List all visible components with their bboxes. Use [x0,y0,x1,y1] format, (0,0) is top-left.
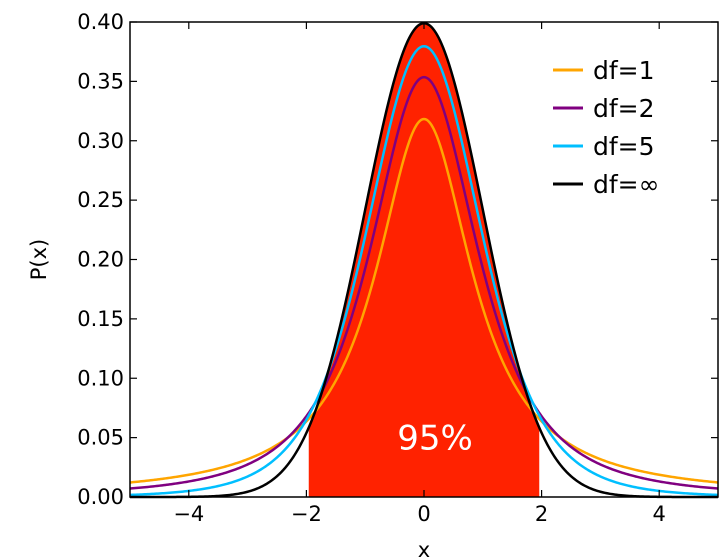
ticks-layer: −4 −2 0 2 4 0.00 0.05 0.10 0.15 0.20 0.25 0.30 0.35 0… [77,10,718,526]
series-line-df-2 [129,75,719,490]
y-tick-label: 0.00 [77,485,124,509]
y-tick-label: 0.40 [77,10,124,34]
legend-label: df=2 [593,94,655,123]
series-line-df-1 [129,117,719,484]
x-tick-label: 4 [653,502,666,526]
y-tick-label: 0.30 [77,129,124,153]
legend-label: df=∞ [593,170,659,199]
y-tick-label: 0.25 [77,188,124,212]
y-tick-label: 0.35 [77,69,124,93]
y-axis-label: P(x) [27,239,51,280]
legend-label: df=5 [593,132,655,161]
x-tick-label: −4 [173,502,204,526]
legend-label: df=1 [593,56,655,85]
y-tick-label: 0.20 [77,248,124,272]
series-line-df-5 [129,44,719,497]
x-tick-label: 2 [535,502,548,526]
shaded-region-label: 95% [397,419,473,459]
x-tick-label: −2 [291,502,322,526]
y-tick-label: 0.10 [77,366,124,390]
shaded-region-95-percent [308,23,540,497]
shaded-region-layer [308,23,540,497]
legend: df=1 df=2 df=5 df=∞ [553,56,659,199]
y-tick-label: 0.15 [77,307,124,331]
y-tick-label: 0.05 [77,426,124,450]
x-tick-label: 0 [417,502,430,526]
x-axis-label: x [418,538,430,560]
